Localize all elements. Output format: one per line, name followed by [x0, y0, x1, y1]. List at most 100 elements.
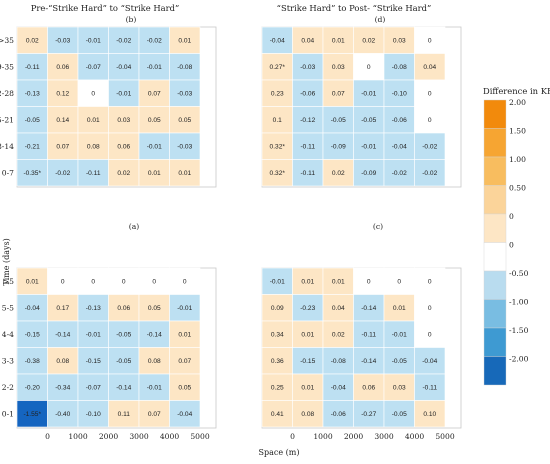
cell-value: -0.08	[331, 358, 346, 365]
y-tick-label: 15-21	[0, 115, 14, 124]
heat-cell	[383, 400, 415, 428]
x-tick-label: 2000	[99, 432, 118, 441]
cell-value: 0.06	[117, 144, 130, 151]
cell-value: 0.06	[362, 385, 375, 392]
cell-value: -0.23	[300, 305, 315, 312]
heat-cell	[353, 26, 385, 54]
cell-value: -0.02	[55, 170, 70, 177]
heat-cell	[138, 373, 170, 401]
heat-cell	[322, 294, 354, 322]
cell-value: -0.02	[422, 170, 437, 177]
heat-cell	[383, 53, 415, 81]
cell-value: 0.01	[301, 279, 314, 286]
cell-value: -0.01	[392, 332, 407, 339]
cell-value: 0	[428, 305, 432, 312]
heat-cell	[77, 106, 109, 134]
heat-cell	[77, 400, 109, 428]
cell-value: -0.03	[177, 144, 192, 151]
cell-value: 0.07	[56, 144, 69, 151]
column-title-right: “Strike Hard” to Post- “Strike Hard”	[277, 3, 432, 13]
heat-cell	[169, 294, 201, 322]
heat-cell	[108, 267, 140, 295]
heat-cell	[138, 159, 170, 187]
cell-value: 0.04	[423, 64, 436, 71]
heat-cell	[108, 159, 140, 187]
heat-cell	[16, 294, 48, 322]
y-tick-label: >5	[3, 277, 14, 286]
cell-value: -0.14	[361, 305, 376, 312]
cell-value: -0.11	[25, 64, 40, 71]
heat-cell	[108, 79, 140, 107]
cell-value: -0.04	[177, 411, 192, 418]
heat-cell	[322, 53, 354, 81]
heat-cell	[353, 79, 385, 107]
cell-value: -0.03	[177, 91, 192, 98]
y-tick-label: 8-14	[0, 142, 14, 151]
cell-value: -0.02	[116, 38, 131, 45]
cell-value: -0.03	[300, 64, 315, 71]
cell-value: 0.32*	[270, 170, 286, 177]
heat-cell	[414, 79, 446, 107]
cell-value: -0.08	[392, 64, 407, 71]
legend-swatch	[483, 128, 507, 158]
cell-value: -0.04	[392, 144, 407, 151]
heat-cell	[169, 267, 201, 295]
cell-value: -0.14	[147, 332, 162, 339]
cell-value: -1.55*	[23, 411, 41, 418]
cell-value: 0.01	[332, 38, 345, 45]
heat-cell	[77, 132, 109, 160]
cell-value: -0.40	[55, 411, 70, 418]
cell-value: 0.02	[362, 38, 375, 45]
cell-value: 0.02	[117, 170, 130, 177]
legend-swatch	[483, 185, 507, 215]
cell-value: 0.01	[178, 170, 191, 177]
heat-cell	[261, 373, 293, 401]
heat-cell	[16, 79, 48, 107]
cell-value: 0.32*	[270, 144, 286, 151]
cell-value: 0.09	[271, 305, 284, 312]
heat-cell	[169, 400, 201, 428]
cell-value: -0.11	[86, 170, 101, 177]
cell-value: -0.02	[147, 38, 162, 45]
heat-cell	[353, 132, 385, 160]
cell-value: 0	[428, 91, 432, 98]
y-tick-label: 4-4	[2, 330, 14, 339]
y-tick-label: 3-3	[2, 356, 14, 365]
cell-value: 0	[397, 279, 401, 286]
x-tick-label: 1000	[68, 432, 87, 441]
heat-cell	[292, 159, 324, 187]
cell-value: -0.14	[361, 358, 376, 365]
cell-value: 0.01	[178, 332, 191, 339]
heat-cell	[414, 320, 446, 348]
y-tick-label: 22-28	[0, 89, 14, 98]
cell-value: 0	[91, 91, 95, 98]
heat-cell	[16, 320, 48, 348]
x-tick-label: 3000	[374, 432, 393, 441]
x-tick-label: 1000	[313, 432, 332, 441]
cell-value: -0.05	[25, 117, 40, 124]
heat-cell	[292, 347, 324, 375]
heat-cell	[353, 294, 385, 322]
cell-value: -0.15	[300, 358, 315, 365]
heat-cell	[353, 347, 385, 375]
heat-cell	[138, 53, 170, 81]
cell-value: 0.03	[332, 64, 345, 71]
cell-value: -0.01	[361, 144, 376, 151]
heat-cell	[292, 132, 324, 160]
cell-value: 0.41	[271, 411, 284, 418]
cell-value: 0.05	[178, 117, 191, 124]
cell-value: 0.01	[148, 170, 161, 177]
cell-value: 0	[428, 38, 432, 45]
cell-value: -0.05	[116, 332, 131, 339]
heat-cell	[322, 320, 354, 348]
x-tick-label: 0	[290, 432, 295, 441]
x-tick-label: 5000	[190, 432, 209, 441]
y-tick-label: 5-5	[2, 303, 14, 312]
heat-cell	[414, 373, 446, 401]
cell-value: 0.27*	[270, 64, 286, 71]
heat-cell	[383, 106, 415, 134]
cell-value: -0.09	[331, 144, 346, 151]
cell-value: -0.01	[147, 385, 162, 392]
legend-swatch	[483, 327, 507, 357]
heat-cell	[322, 347, 354, 375]
